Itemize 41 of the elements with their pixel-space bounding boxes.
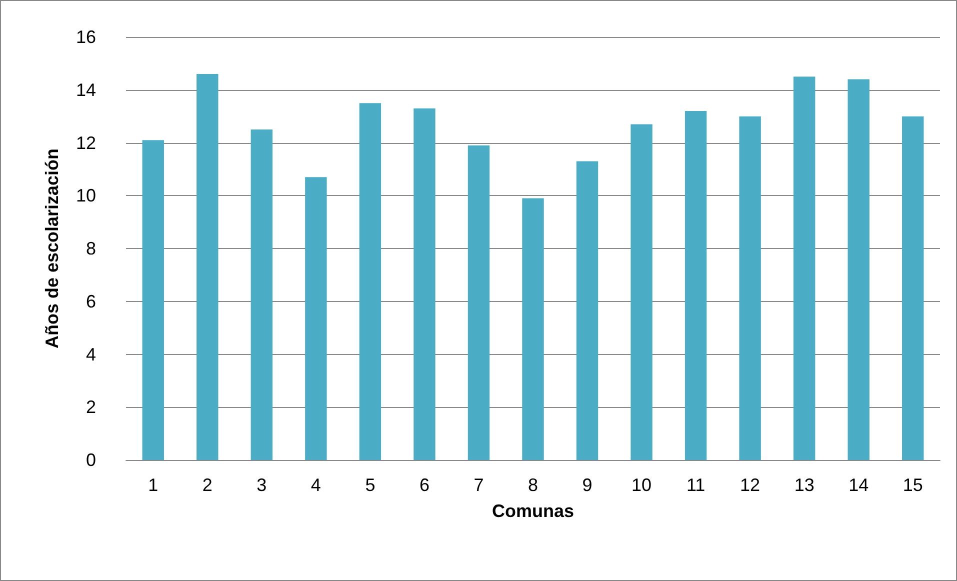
- bar: [414, 108, 436, 460]
- bar: [196, 74, 218, 460]
- y-tick-label: 2: [86, 397, 96, 418]
- y-tick-label: 10: [76, 186, 96, 206]
- x-tick-label: 9: [582, 475, 592, 495]
- bar: [902, 116, 924, 460]
- x-tick-label: 6: [419, 475, 430, 495]
- x-tick-label: 10: [632, 475, 652, 495]
- x-tick-label: 11: [686, 475, 706, 495]
- x-tick-label: 7: [474, 475, 484, 495]
- y-tick-label: 6: [86, 291, 96, 312]
- y-tick-label: 12: [76, 132, 96, 153]
- x-tick-label: 5: [365, 475, 376, 495]
- x-tick-label: 1: [148, 475, 158, 495]
- bar: [739, 116, 761, 460]
- bar: [468, 145, 490, 460]
- x-tick-label: 8: [528, 475, 538, 495]
- x-tick-label: 13: [794, 475, 814, 495]
- x-tick-label: 15: [902, 475, 923, 495]
- bar: [305, 177, 327, 460]
- y-tick-label: 8: [86, 238, 96, 258]
- bar: [142, 140, 164, 460]
- y-axis-title: Años de escolarización: [42, 148, 62, 349]
- y-tick-label: 0: [86, 450, 96, 470]
- x-tick-label: 4: [310, 475, 321, 495]
- x-tick-label: 14: [848, 475, 869, 495]
- y-tick-label: 14: [76, 80, 96, 100]
- bar: [250, 130, 273, 460]
- bar: [630, 124, 652, 460]
- bar: [522, 198, 544, 460]
- x-tick-label: 12: [740, 475, 760, 495]
- y-tick-label: 16: [76, 27, 96, 47]
- x-axis-title: Comunas: [492, 501, 574, 521]
- bar: [848, 79, 870, 460]
- y-tick-label: 4: [86, 344, 96, 364]
- x-tick-label: 2: [202, 475, 212, 495]
- bar: [793, 76, 816, 460]
- x-tick-label: 3: [256, 475, 267, 495]
- bar: [359, 103, 382, 460]
- bar: [576, 161, 598, 460]
- bar: [684, 111, 707, 460]
